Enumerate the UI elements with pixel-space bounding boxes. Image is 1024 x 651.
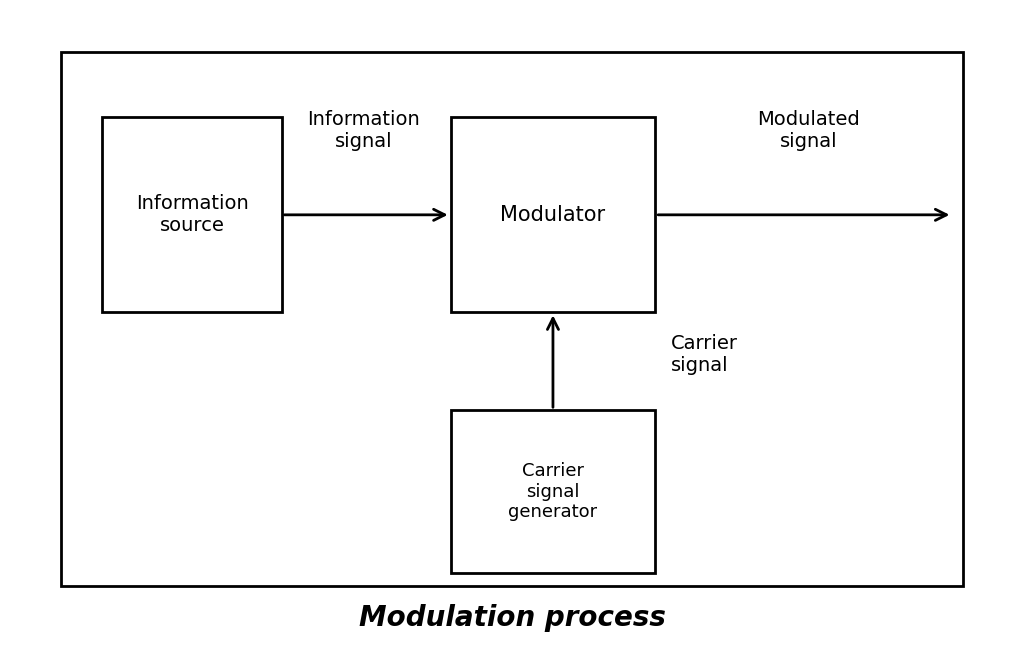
Text: Modulation process: Modulation process [358,604,666,633]
Text: Information
source: Information source [135,195,249,235]
Text: Carrier
signal: Carrier signal [671,335,737,375]
Text: Modulator: Modulator [501,205,605,225]
Bar [61,52,963,586]
Text: Modulated
signal: Modulated signal [758,110,860,150]
Bar [451,117,655,312]
Text: Information
signal: Information signal [307,110,420,150]
Bar [451,410,655,573]
Bar [102,117,282,312]
Text: Carrier
signal
generator: Carrier signal generator [508,462,598,521]
